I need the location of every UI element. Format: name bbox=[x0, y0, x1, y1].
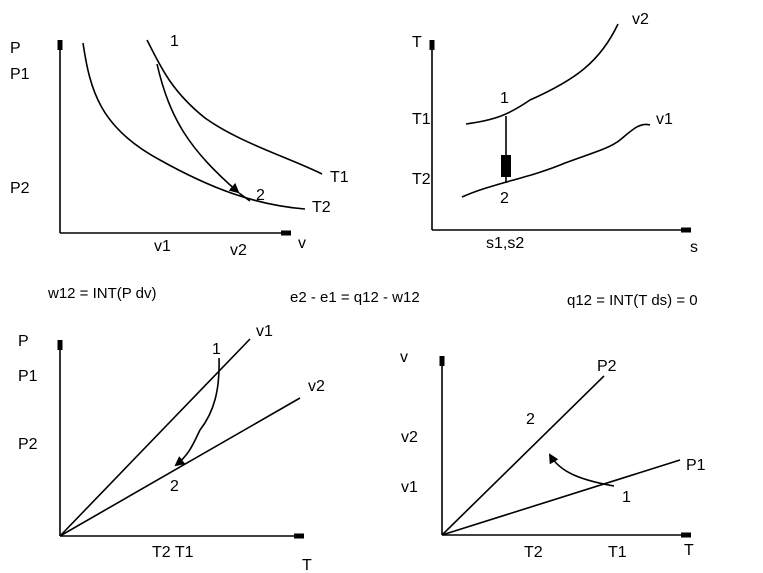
pt-tick-p2: P2 bbox=[18, 436, 38, 453]
pv-y-axis-tip bbox=[57, 40, 63, 50]
pt-diagram: P P1 P2 T2 T1 T 1 2 v1 v2 bbox=[18, 323, 325, 573]
pv-tick-v2: v2 bbox=[230, 242, 247, 259]
pt-isochore-v1 bbox=[59, 338, 251, 537]
ts-y-axis-label: T bbox=[412, 34, 422, 51]
pv-tick-p2: P2 bbox=[10, 180, 30, 197]
pt-line-v2-label: v2 bbox=[308, 378, 325, 395]
ts-state-1: 1 bbox=[500, 90, 509, 107]
ts-isochore-v1 bbox=[461, 123, 651, 198]
ts-state-2: 2 bbox=[500, 190, 509, 207]
heat-equation: q12 = INT(T ds) = 0 bbox=[567, 292, 698, 309]
ts-tick-t2: T2 bbox=[412, 171, 431, 188]
pt-x-axis-tip bbox=[294, 533, 304, 539]
vt-line-p2-label: P2 bbox=[597, 358, 617, 375]
pt-isochore-v2 bbox=[59, 397, 301, 537]
pv-isotherm-t1 bbox=[146, 39, 323, 175]
vt-y-axis-label: v bbox=[400, 349, 408, 366]
pv-x-axis-tip bbox=[281, 230, 291, 236]
ts-diagram: T T1 T2 s1,s2 s 1 2 v2 v1 bbox=[412, 11, 698, 256]
work-equation: w12 = INT(P dv) bbox=[47, 285, 157, 302]
pt-y-axis-label: P bbox=[18, 333, 29, 350]
ts-x-axis-tip bbox=[681, 227, 691, 233]
pv-isotherm-t2 bbox=[82, 42, 306, 210]
pv-process-path bbox=[156, 63, 240, 194]
ts-path-marker bbox=[501, 155, 511, 177]
vt-line-p1-label: P1 bbox=[686, 457, 706, 474]
vt-y-axis-tip bbox=[439, 356, 445, 366]
pt-tick-t2-t1: T2 T1 bbox=[152, 544, 194, 561]
pv-x-axis-label: v bbox=[298, 235, 306, 252]
ts-x-axis-label: s bbox=[690, 239, 698, 256]
vt-state-1: 1 bbox=[622, 489, 631, 506]
vt-diagram: v v2 v1 T2 T1 T 2 1 P2 P1 bbox=[400, 349, 706, 561]
vt-tick-v1: v1 bbox=[401, 479, 418, 496]
pv-tick-v1: v1 bbox=[154, 238, 171, 255]
pv-tick-p1: P1 bbox=[10, 66, 30, 83]
vt-tick-t1: T1 bbox=[608, 544, 627, 561]
pv-curve-t2-label: T2 bbox=[312, 199, 331, 216]
pt-process-path bbox=[174, 357, 220, 467]
pv-process-tail bbox=[238, 192, 251, 202]
pt-state-1: 1 bbox=[212, 341, 221, 358]
vt-tick-t2: T2 bbox=[524, 544, 543, 561]
vt-isobar-p2 bbox=[441, 375, 605, 536]
vt-isobar-p1 bbox=[441, 459, 681, 536]
pv-y-axis-label: P bbox=[10, 40, 21, 57]
vt-x-axis-tip bbox=[681, 532, 691, 538]
pv-curve-t1-label: T1 bbox=[330, 169, 349, 186]
pt-line-v1-label: v1 bbox=[256, 323, 273, 340]
energy-equation: e2 - e1 = q12 - w12 bbox=[290, 289, 420, 306]
pt-tick-p1: P1 bbox=[18, 368, 38, 385]
ts-y-axis-tip bbox=[429, 40, 435, 50]
vt-state-2: 2 bbox=[526, 411, 535, 428]
ts-curve-v2-label: v2 bbox=[632, 11, 649, 28]
pt-x-axis-label: T bbox=[302, 557, 312, 573]
ts-tick-s1s2: s1,s2 bbox=[486, 235, 524, 252]
vt-tick-v2: v2 bbox=[401, 429, 418, 446]
pv-state-2: 2 bbox=[256, 187, 265, 204]
ts-curve-v1-label: v1 bbox=[656, 111, 673, 128]
ts-tick-t1: T1 bbox=[412, 111, 431, 128]
vt-process-path bbox=[548, 453, 615, 487]
pv-diagram: P P1 P2 v1 v2 v 1 2 T1 T2 bbox=[10, 33, 349, 259]
pt-state-2: 2 bbox=[170, 478, 179, 495]
vt-x-axis-label: T bbox=[684, 542, 694, 559]
ts-isochore-v2 bbox=[465, 23, 619, 125]
pv-state-1: 1 bbox=[170, 33, 179, 50]
pt-y-axis-tip bbox=[57, 340, 63, 350]
